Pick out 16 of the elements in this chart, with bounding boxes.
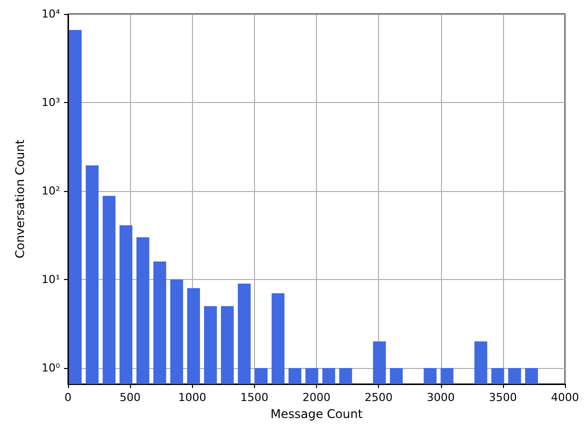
y-tick-label: 10⁴ (42, 8, 61, 20)
x-tick-label: 1000 (178, 391, 206, 404)
y-tick-label: 10² (42, 184, 60, 198)
x-tick-label: 4000 (551, 391, 579, 404)
x-tick-label: 0 (64, 391, 72, 404)
x-tick-label: 2000 (302, 391, 330, 404)
x-tick-label: 3000 (426, 391, 455, 404)
y-tick-label: 10¹ (42, 273, 60, 286)
x-axis-title: Message Count (270, 406, 363, 421)
y-tick-label: 10³ (42, 96, 60, 110)
y-tick-label: 10⁰ (42, 362, 61, 375)
x-tick-label: 1500 (240, 391, 268, 404)
x-tick-label: 500 (120, 391, 141, 404)
x-tick-label: 2500 (364, 391, 393, 404)
y-axis-title: Conversation Count (13, 139, 27, 258)
x-tick-label: 3500 (488, 391, 517, 404)
